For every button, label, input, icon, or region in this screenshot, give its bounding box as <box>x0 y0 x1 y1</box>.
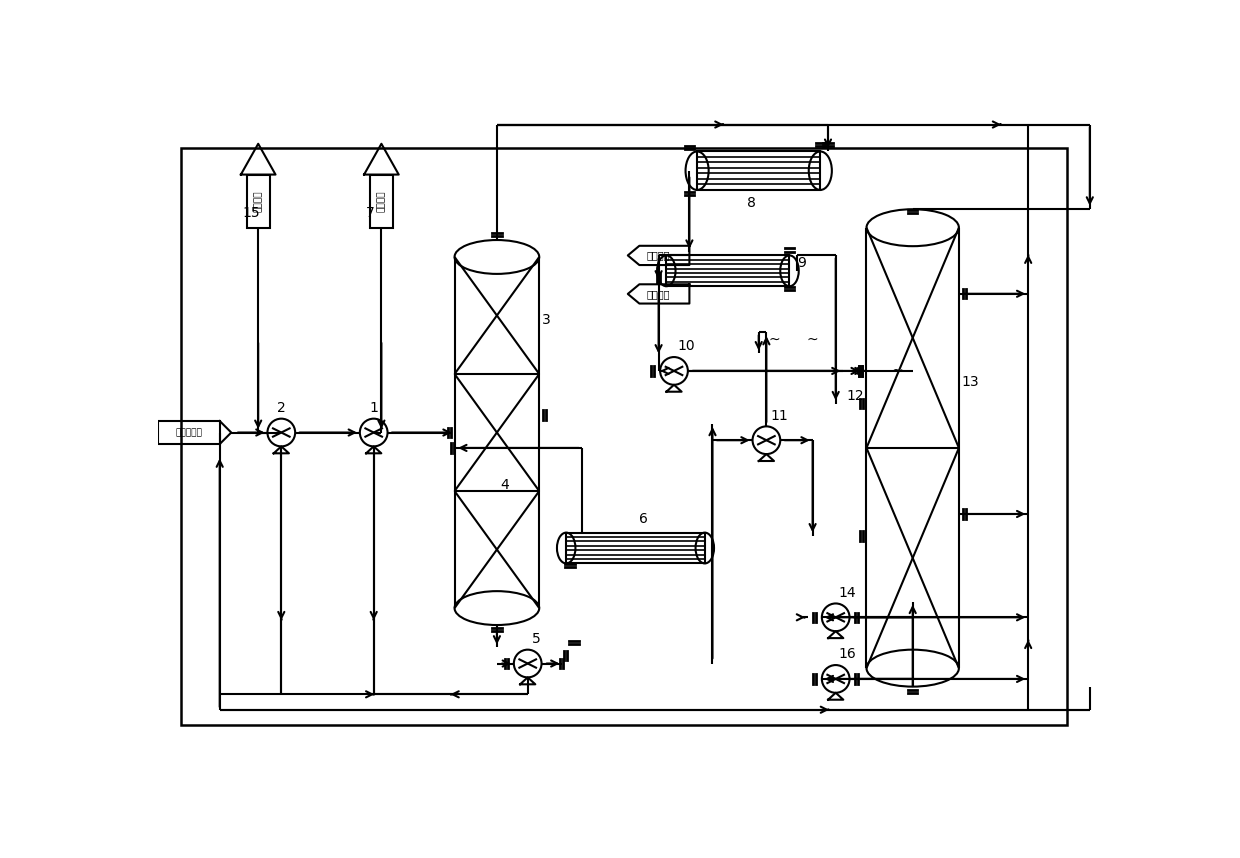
Text: 1: 1 <box>370 401 378 414</box>
Bar <box>567 533 704 564</box>
Text: 11: 11 <box>770 408 787 422</box>
Text: 合罐一管: 合罐一管 <box>254 190 263 212</box>
Text: 4: 4 <box>501 478 510 492</box>
Text: 5: 5 <box>532 631 541 646</box>
Text: ~: ~ <box>853 364 864 378</box>
Bar <box>666 256 790 287</box>
Text: 7: 7 <box>366 206 374 220</box>
Text: 12: 12 <box>847 390 864 403</box>
Bar <box>247 174 270 228</box>
Text: 3: 3 <box>542 313 551 327</box>
Text: 6: 6 <box>639 512 647 527</box>
Text: ~: ~ <box>892 364 903 378</box>
Text: 13: 13 <box>961 375 978 389</box>
Text: 10: 10 <box>678 339 696 353</box>
Text: 8: 8 <box>746 196 755 210</box>
Text: 合罐一管: 合罐一管 <box>377 190 386 212</box>
Text: 14: 14 <box>838 586 856 600</box>
Text: 冷却水出: 冷却水出 <box>647 289 671 299</box>
Bar <box>697 152 821 190</box>
Text: 冷却水进: 冷却水进 <box>647 251 671 261</box>
Text: 二元共沸物: 二元共沸物 <box>176 428 202 437</box>
Text: ~: ~ <box>807 333 818 347</box>
Bar <box>370 174 393 228</box>
Bar <box>181 148 1066 725</box>
Text: ~: ~ <box>769 333 780 347</box>
Text: 9: 9 <box>797 257 806 270</box>
Text: 2: 2 <box>277 401 285 414</box>
Text: 16: 16 <box>838 647 856 662</box>
Bar <box>159 421 219 444</box>
Text: 15: 15 <box>243 206 260 220</box>
